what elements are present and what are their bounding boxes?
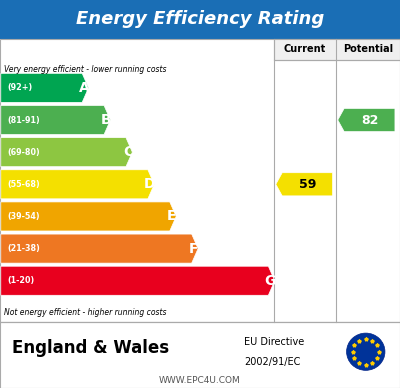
Text: 2002/91/EC: 2002/91/EC (244, 357, 300, 367)
Text: Potential: Potential (343, 45, 393, 54)
Text: F: F (189, 242, 198, 256)
Text: 82: 82 (361, 114, 378, 126)
Text: B: B (101, 113, 111, 127)
Polygon shape (1, 266, 275, 295)
Text: E: E (167, 210, 176, 223)
FancyBboxPatch shape (274, 39, 400, 60)
Text: D: D (144, 177, 156, 191)
Text: Not energy efficient - higher running costs: Not energy efficient - higher running co… (4, 308, 166, 317)
Text: (55-68): (55-68) (7, 180, 40, 189)
Polygon shape (276, 173, 332, 196)
FancyBboxPatch shape (0, 39, 400, 322)
Text: EU Directive: EU Directive (244, 337, 304, 347)
Text: (69-80): (69-80) (7, 148, 40, 157)
Text: WWW.EPC4U.COM: WWW.EPC4U.COM (159, 376, 241, 385)
Text: (81-91): (81-91) (7, 116, 40, 125)
Polygon shape (1, 234, 198, 263)
Polygon shape (1, 73, 88, 102)
Polygon shape (1, 138, 132, 167)
Text: C: C (123, 145, 133, 159)
Circle shape (346, 333, 385, 370)
Text: 59: 59 (299, 178, 316, 191)
Text: G: G (264, 274, 276, 288)
Text: (21-38): (21-38) (7, 244, 40, 253)
Polygon shape (1, 170, 154, 199)
Text: (39-54): (39-54) (7, 212, 40, 221)
Polygon shape (1, 106, 110, 135)
Text: Energy Efficiency Rating: Energy Efficiency Rating (76, 10, 324, 28)
Text: (92+): (92+) (7, 83, 32, 92)
Text: Very energy efficient - lower running costs: Very energy efficient - lower running co… (4, 65, 166, 74)
Polygon shape (1, 202, 176, 231)
Text: Current: Current (284, 45, 326, 54)
Polygon shape (338, 108, 395, 132)
FancyBboxPatch shape (0, 0, 400, 39)
FancyBboxPatch shape (0, 322, 400, 388)
Text: England & Wales: England & Wales (12, 340, 169, 357)
Text: (1-20): (1-20) (7, 276, 34, 285)
Text: A: A (79, 81, 90, 95)
